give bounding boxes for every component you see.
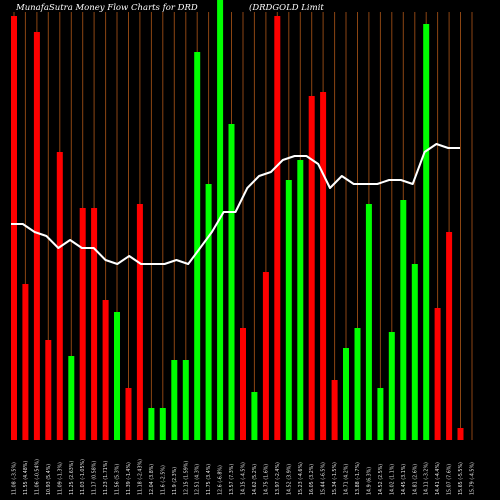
flow-line-group [11,143,460,265]
money-flow-bar [194,52,201,440]
x-tick-label: 11.03 (-1.05%) [80,459,86,495]
x-tick-label: 15.07 (7.6%) [447,464,453,495]
money-flow-bar [33,32,40,440]
money-flow-bar [377,388,384,440]
x-tick-label: 15.65 (-5.5%) [458,462,464,495]
money-flow-bar [354,328,361,440]
x-tick-label: 11.18 (-2.43%) [137,459,143,495]
x-tick-label: 11.09 (-1.3%) [57,462,63,495]
x-tick-label: 13.88 (-1.7%) [355,462,361,495]
x-tick-label: 14.45 (3.1%) [401,464,407,495]
x-tick-label: 11.25 (2.63%) [69,461,75,495]
money-flow-bar [45,340,52,440]
x-tick-label: 15.23 (-4.6%) [298,462,304,495]
x-tick-label: 13.57 (7.3%) [229,464,235,495]
x-tick-label: 11.75 (3.4%) [206,464,212,495]
money-flow-bar [457,428,464,440]
x-tick-label: 12.6 (-6.8%) [218,465,224,495]
x-tick-label: 14.52 (2.5%) [378,464,384,495]
x-tick-label: 12.04 (3.8%) [149,464,155,495]
money-flow-bar [434,308,441,440]
x-tick-labels: 11.08 (-3.5%) 11.55 (4.48%) 11.06 (-0.54%)… [12,459,476,495]
x-tick-label: 14.02 (1.1%) [389,464,395,495]
money-flow-bar [262,272,269,440]
flow-line [11,143,460,265]
money-flow-bar [331,380,338,440]
money-flow-bar [91,208,98,440]
x-tick-label: 14.81 (2.6%) [412,464,418,495]
x-tick-label: 14.15 (-4.5%) [241,462,247,495]
x-tick-label: 14.62 (5.2%) [252,464,258,495]
x-tick-label: 14.71 (4.2%) [344,464,350,495]
money-flow-bar [102,300,109,440]
money-flow-bar [114,312,120,440]
money-flow-bar [22,284,29,440]
x-tick-label: 11.06 (-0.54%) [34,459,40,495]
x-tick-label: 11.08 (-3.5%) [12,462,18,495]
x-tick-label: 12.15 (1.59%) [183,461,189,495]
money-flow-bar [285,180,292,440]
money-flow-bar [182,360,189,440]
money-flow-bar [79,208,86,440]
money-flow-bar [159,408,166,440]
x-tick-label: 11.55 (4.48%) [23,461,29,495]
x-tick-label: 14.75 (1.6%) [263,464,269,495]
x-tick-label: 12.51 (4.3%) [195,464,201,495]
x-tick-label: 11.23 (1.71%) [103,461,109,495]
money-flow-bar [365,204,372,440]
money-flow-bar [56,152,63,440]
money-flow-bar [411,264,418,440]
x-tick-label: 15.34 (-1.5%) [332,462,338,495]
x-tick-label: 14.9 (6.3%) [366,467,372,495]
money-flow-bar [251,392,258,440]
x-tick-label: 14.41 (-4.4%) [435,462,441,495]
money-flow-bar [68,356,75,440]
money-flow-bar [400,200,407,440]
money-flow-bar [148,408,155,440]
money-flow-bar [125,388,132,440]
chart-title: MunafaSutra Money Flow Charts for DRD [15,3,198,13]
x-tick-label: 15.44 (-6.5%) [321,462,327,495]
x-tick-label: 11.56 (5.3%) [115,464,121,495]
x-tick-label: 13.97 (-2.4%) [275,462,281,495]
x-tick-label: 14.52 (3.9%) [286,464,292,495]
money-flow-bar [388,332,395,440]
x-tick-label: 11.6 (-2.5%) [160,465,166,495]
money-flow-bar [205,184,212,440]
x-tick-label: 11.39 (-1.4%) [126,462,132,495]
money-flow-bar [240,328,246,440]
money-flow-bar [11,16,17,440]
bars-group [11,0,464,440]
x-tick-label: 16.05 (3.2%) [309,464,315,495]
money-flow-bar [297,160,304,440]
money-flow-bar [308,96,315,440]
money-flow-bar [136,204,143,440]
x-tick-label: 11.9 (2.3%) [172,467,178,495]
money-flow-bar [274,16,281,440]
x-tick-label: 11.17 (0.58%) [92,461,98,495]
x-tick-label: 14.11 (-3.2%) [424,462,430,495]
x-tick-label: 15.79 (-4.5%) [470,462,476,495]
money-flow-bar [423,24,430,440]
company-name: (DRDGOLD Limit [249,2,324,13]
money-flow-bar [228,124,235,440]
money-flow-bar [446,232,453,440]
money-flow-bar [171,360,178,440]
x-tick-label: 10.93 (5.4%) [46,464,52,495]
money-flow-bar [320,92,327,440]
money-flow-bar [343,348,349,440]
